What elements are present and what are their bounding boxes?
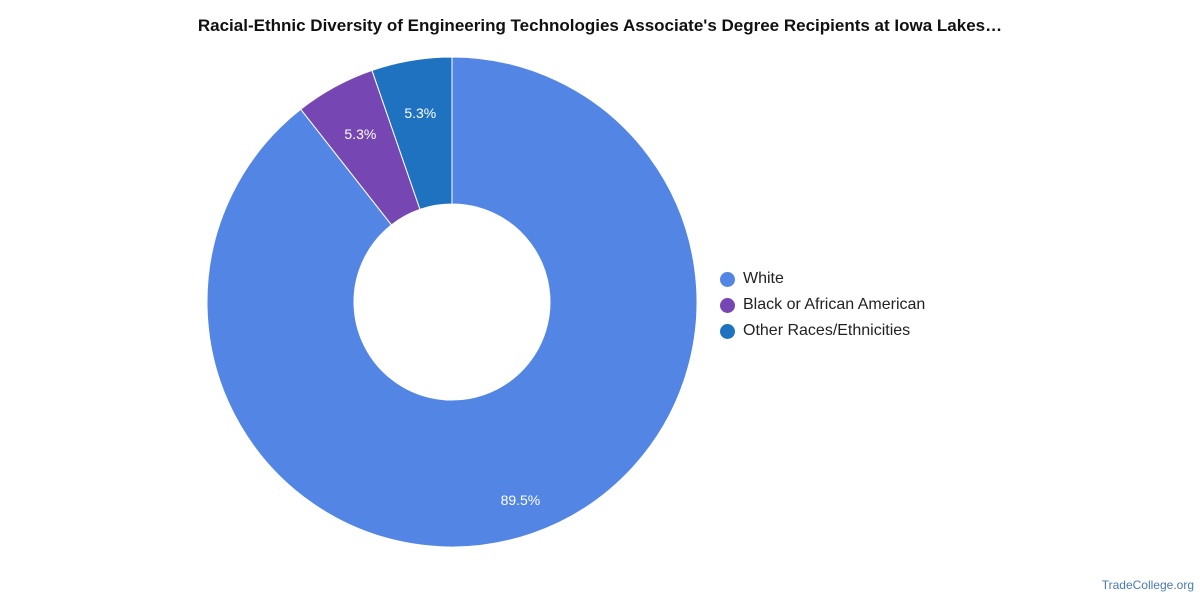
legend-label-other-races-ethnicities: Other Races/Ethnicities: [743, 322, 911, 339]
legend-swatch-black-or-african-american: [720, 297, 735, 313]
slice-label-other-races-ethnicities: 5.3%: [404, 105, 436, 121]
chart-legend: White Black or African American Other Ra…: [720, 266, 925, 344]
legend-item-white[interactable]: White: [720, 266, 925, 292]
legend-swatch-other-races-ethnicities: [720, 323, 735, 339]
pie-slice-other-races-ethnicities[interactable]: [371, 56, 453, 211]
legend-item-other-races-ethnicities[interactable]: Other Races/Ethnicities: [720, 318, 925, 344]
slice-label-white: 89.5%: [501, 492, 541, 508]
legend-item-black-or-african-american[interactable]: Black or African American: [720, 292, 925, 318]
legend-label-white: White: [743, 270, 784, 287]
legend-label-black-or-african-american: Black or African American: [743, 296, 926, 313]
legend-swatch-white: [720, 271, 735, 287]
slice-label-black-or-african-american: 5.3%: [344, 126, 376, 142]
watermark-link[interactable]: TradeCollege.org: [1101, 578, 1194, 592]
chart-title: Racial-Ethnic Diversity of Engineering T…: [197, 16, 1003, 35]
pie-slice-white[interactable]: [206, 56, 698, 548]
